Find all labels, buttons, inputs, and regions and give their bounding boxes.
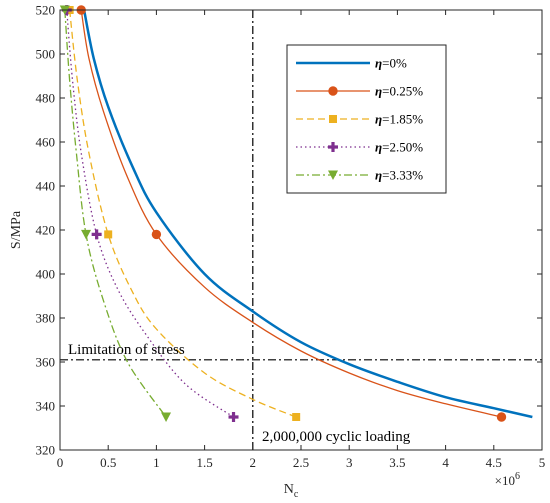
series-3-point-2 — [228, 412, 239, 422]
x-axis-label: Nc — [284, 482, 299, 500]
x-axis-label-subscript: c — [294, 489, 299, 500]
legend-marker-2 — [329, 115, 337, 123]
y-tick-label-2: 360 — [36, 355, 56, 370]
y-tick-label-10: 520 — [36, 3, 56, 18]
x-tick-label-3: 1.5 — [196, 455, 212, 470]
series-3-point-1 — [91, 229, 102, 240]
legend-label-4: η=3.33% — [375, 168, 423, 183]
x-tick-label-7: 3.5 — [389, 455, 405, 470]
y-tick-label-7: 460 — [36, 135, 56, 150]
reference-lines — [60, 10, 542, 450]
x-tick-label-1: 0.5 — [100, 455, 116, 470]
x-tick-label-2: 1 — [153, 455, 160, 470]
series-1-point-2 — [496, 412, 507, 422]
series-line-2 — [68, 9, 297, 418]
x-tick-label-8: 4 — [442, 455, 449, 470]
y-axis-label: S/MPa — [9, 210, 24, 249]
y-tick-label-9: 500 — [36, 47, 56, 62]
legend-marker-1 — [328, 86, 338, 96]
x-tick-label-9: 4.5 — [486, 455, 502, 470]
x-tick-label-4: 2 — [250, 455, 257, 470]
x-axis-multiplier-exponent: 6 — [515, 471, 520, 482]
x-axis-multiplier-base: ×10 — [495, 473, 515, 488]
y-tick-label-6: 440 — [36, 179, 56, 194]
legend-marker-3 — [328, 142, 338, 152]
legend-label-0: η=0% — [375, 56, 407, 71]
stress-limit-annotation: Limitation of stress — [68, 342, 185, 358]
y-tick-label-0: 320 — [36, 443, 56, 458]
legend-label-3: η=2.50% — [375, 140, 423, 155]
legend: η=0% η=0.25% η=1.85% η=2.50% η=3.33% — [286, 44, 447, 194]
legend-label-1: η=0.25% — [375, 84, 423, 99]
x-axis-multiplier: ×106 — [495, 471, 520, 488]
y-tick-label-3: 380 — [36, 311, 56, 326]
ticks-layer: 0 0.5 1 1.5 2 2.5 3 3.5 4 4.5 5 320 340 360 380 400 420 4… — [36, 3, 546, 471]
x-tick-label-6: 3 — [346, 455, 353, 470]
x-axis-label-main: N — [284, 482, 294, 497]
legend-label-2: η=1.85% — [375, 112, 423, 127]
series-line-0 — [82, 9, 533, 419]
series-2-point-1 — [104, 230, 113, 239]
y-tick-label-5: 420 — [36, 223, 56, 238]
series-4-point-2 — [161, 412, 172, 422]
series-1-point-1 — [151, 229, 162, 240]
y-tick-label-1: 340 — [36, 399, 56, 414]
series-4-point-1 — [81, 229, 92, 240]
series-2-point-2 — [292, 413, 301, 421]
cyclic-loading-annotation: 2,000,000 cyclic loading — [262, 429, 411, 445]
y-tick-label-8: 480 — [36, 91, 56, 106]
series-line-1 — [80, 9, 502, 418]
x-tick-label-5: 2.5 — [293, 455, 309, 470]
x-tick-label-0: 0 — [57, 455, 64, 470]
legend-marker-4 — [328, 170, 338, 180]
legend-items: η=0% η=0.25% η=1.85% η=2.50% η=3.33% — [296, 56, 423, 183]
x-tick-label-10: 5 — [539, 455, 546, 470]
series-line-3 — [66, 9, 234, 418]
y-tick-label-4: 400 — [36, 267, 56, 282]
